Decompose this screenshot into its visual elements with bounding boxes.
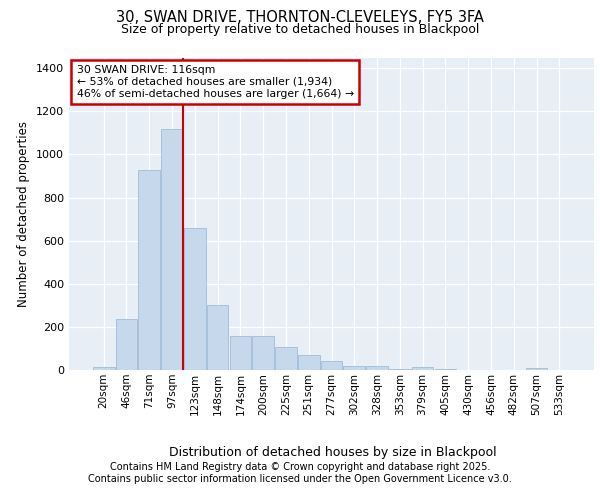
Bar: [389, 369, 410, 370]
Bar: [298, 355, 320, 370]
Text: Contains HM Land Registry data © Crown copyright and database right 2025.: Contains HM Land Registry data © Crown c…: [110, 462, 490, 472]
Bar: [184, 228, 206, 370]
Bar: [161, 128, 183, 370]
Bar: [343, 366, 365, 370]
Bar: [526, 368, 547, 370]
Bar: [253, 336, 274, 370]
Text: Size of property relative to detached houses in Blackpool: Size of property relative to detached ho…: [121, 22, 479, 36]
Bar: [434, 369, 456, 370]
Bar: [412, 367, 433, 370]
Bar: [93, 367, 115, 370]
Text: 30, SWAN DRIVE, THORNTON-CLEVELEYS, FY5 3FA: 30, SWAN DRIVE, THORNTON-CLEVELEYS, FY5 …: [116, 10, 484, 25]
Text: 30 SWAN DRIVE: 116sqm
← 53% of detached houses are smaller (1,934)
46% of semi-d: 30 SWAN DRIVE: 116sqm ← 53% of detached …: [77, 66, 354, 98]
Bar: [139, 170, 160, 370]
Bar: [207, 306, 229, 370]
Bar: [366, 366, 388, 370]
Text: Contains public sector information licensed under the Open Government Licence v3: Contains public sector information licen…: [88, 474, 512, 484]
Bar: [230, 336, 251, 370]
Y-axis label: Number of detached properties: Number of detached properties: [17, 120, 31, 306]
Bar: [116, 320, 137, 370]
Bar: [275, 346, 297, 370]
Text: Distribution of detached houses by size in Blackpool: Distribution of detached houses by size …: [169, 446, 497, 459]
Bar: [320, 362, 343, 370]
